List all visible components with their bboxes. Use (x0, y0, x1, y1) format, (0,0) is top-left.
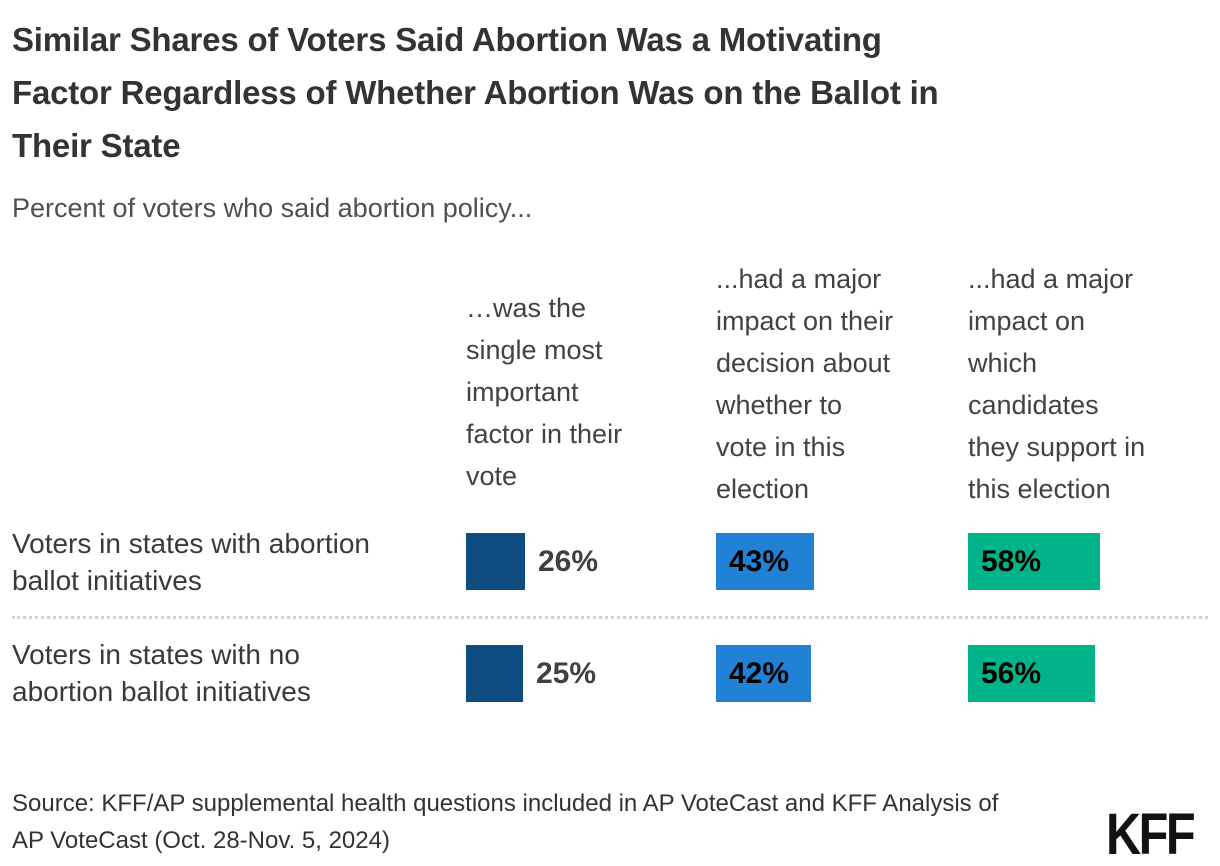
kff-logo: KFF (1106, 802, 1196, 866)
row-label-ballot-initiatives: Voters in states with abortion ballot in… (12, 528, 370, 596)
bar-cell-row2-col3: 56% (968, 645, 1095, 702)
bar-value-label: 58% (981, 544, 1042, 578)
row-label-no-ballot-initiatives: Voters in states with no abortion ballot… (12, 639, 311, 707)
bar-cell-row1-col3: 58% (968, 533, 1100, 590)
bar-row2-col1 (466, 645, 523, 702)
page-title: Similar Shares of Voters Said Abortion W… (12, 21, 939, 164)
bar-value-label: 43% (729, 544, 790, 578)
chart-subtitle: Percent of voters who said abortion poli… (12, 193, 533, 223)
bar-cell-row2-col1: 25% (466, 645, 596, 702)
bar-cell-row1-col2: 43% (716, 533, 814, 590)
bar-row1-col3: 58% (968, 533, 1100, 590)
bar-value-label: 25% (536, 656, 597, 690)
bar-row2-col2: 42% (716, 645, 811, 702)
column-header-impact-which-candidates: ...had a major impact on which candidate… (968, 264, 1146, 504)
bar-row2-col3: 56% (968, 645, 1095, 702)
bar-row1-col1 (466, 533, 525, 590)
source-note: Source: KFF/AP supplemental health quest… (12, 790, 999, 854)
row-divider (12, 616, 1208, 619)
column-header-impact-whether-to-vote: ...had a major impact on their decision … (716, 264, 894, 504)
bar-value-label: 42% (729, 656, 790, 690)
bar-cell-row2-col2: 42% (716, 645, 811, 702)
bar-value-label: 26% (538, 544, 599, 578)
bar-row1-col2: 43% (716, 533, 814, 590)
bar-value-label: 56% (981, 656, 1042, 690)
bar-cell-row1-col1: 26% (466, 533, 598, 590)
column-header-single-most-important: …was the single most important factor in… (466, 293, 623, 491)
